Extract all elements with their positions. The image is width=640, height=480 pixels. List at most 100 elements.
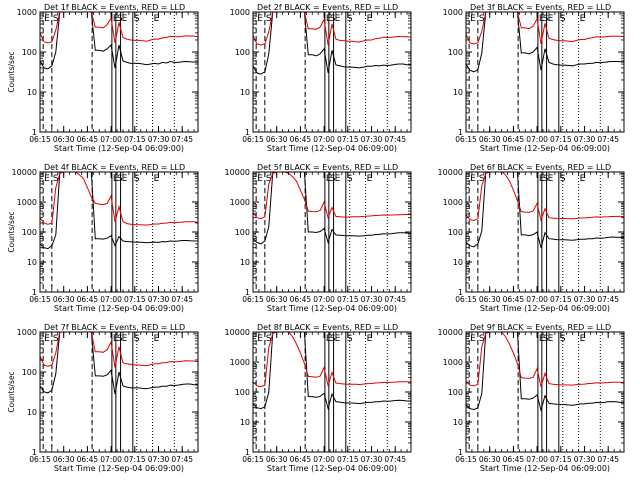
x-tick-label: 07:30	[361, 455, 383, 464]
event-marker-label: S	[53, 334, 59, 344]
event-marker-label: E	[367, 14, 373, 24]
x-tick-label: 07:15	[124, 455, 146, 464]
x-tick-label: 06:45	[290, 135, 312, 144]
event-marker-label: E	[44, 174, 50, 184]
event-marker-label: E	[122, 334, 128, 344]
x-tick-label: 06:30	[266, 135, 288, 144]
event-marker-label: S	[266, 334, 272, 344]
lld-series-line	[40, 172, 198, 226]
x-axis-label: Start Time (12-Sep-04 06:09:00)	[54, 304, 184, 313]
y-tick-label: 1	[32, 128, 37, 137]
lld-series-line	[253, 172, 411, 220]
x-tick-label: 06:30	[266, 455, 288, 464]
event-marker-label: S	[117, 14, 123, 24]
x-tick-label: 06:30	[479, 455, 501, 464]
x-tick-label: 07:15	[337, 295, 359, 304]
x-tick-label: 06:15	[242, 455, 264, 464]
event-marker-label: E	[367, 174, 373, 184]
x-tick-label: 07:15	[337, 135, 359, 144]
y-tick-label: 1	[245, 128, 250, 137]
detector-panel-7: Det 7f BLACK = Events, RED = LLDESESESE1…	[7, 323, 199, 473]
event-marker-label: E	[154, 334, 160, 344]
detector-panel-5: Det 5f BLACK = Events, RED = LLDESESESE1…	[225, 163, 412, 313]
event-marker-label: S	[543, 334, 549, 344]
x-tick-label: 06:15	[455, 135, 477, 144]
detector-panel-8: Det 8f BLACK = Events, RED = LLDESESESE1…	[225, 323, 412, 473]
panel-title: Det 8f BLACK = Events, RED = LLD	[257, 323, 398, 332]
events-series-line	[253, 172, 411, 245]
event-marker-label: E	[548, 14, 554, 24]
lld-series-line	[466, 12, 624, 45]
y-tick-label: 10000	[225, 328, 250, 337]
y-tick-label: 10000	[225, 168, 250, 177]
events-series-line	[253, 332, 411, 411]
events-series-line	[40, 332, 198, 395]
event-marker-label: E	[335, 334, 341, 344]
y-tick-label: 10	[453, 258, 463, 267]
event-marker-label: E	[580, 14, 586, 24]
y-tick-label: 1000	[230, 198, 250, 207]
y-tick-label: 100	[448, 388, 463, 397]
y-tick-label: 1000	[17, 328, 37, 337]
event-marker-label: S	[479, 334, 485, 344]
y-tick-label: 10	[240, 418, 250, 427]
event-marker-label: E	[122, 14, 128, 24]
x-tick-label: 06:15	[455, 295, 477, 304]
event-marker-label: E	[335, 14, 341, 24]
x-tick-label: 06:45	[290, 455, 312, 464]
detector-panel-6: Det 6f BLACK = Events, RED = LLDESESESE1…	[438, 163, 625, 313]
x-tick-label: 07:00	[100, 135, 122, 144]
panel-title: Det 7f BLACK = Events, RED = LLD	[44, 323, 185, 332]
x-tick-label: 06:45	[77, 295, 99, 304]
y-tick-label: 10	[27, 88, 37, 97]
y-tick-label: 10	[240, 88, 250, 97]
event-marker-label: S	[330, 14, 336, 24]
event-marker-label: E	[548, 334, 554, 344]
lld-series-line	[466, 332, 624, 387]
x-tick-label: 07:15	[124, 295, 146, 304]
y-axis-label: Counts/sec	[7, 51, 16, 92]
x-tick-label: 06:30	[266, 295, 288, 304]
x-tick-label: 07:45	[597, 455, 619, 464]
x-axis-label: Start Time (12-Sep-04 06:09:00)	[267, 144, 397, 153]
y-tick-label: 10	[453, 88, 463, 97]
y-tick-label: 100	[22, 48, 37, 57]
x-tick-label: 07:45	[171, 455, 193, 464]
event-marker-label: S	[330, 334, 336, 344]
x-tick-label: 07:00	[100, 295, 122, 304]
plot-frame	[252, 11, 412, 133]
x-axis-label: Start Time (12-Sep-04 06:09:00)	[267, 304, 397, 313]
x-tick-label: 07:45	[597, 295, 619, 304]
event-marker-label: E	[548, 174, 554, 184]
y-tick-label: 100	[235, 48, 250, 57]
y-tick-label: 100	[448, 228, 463, 237]
events-series-line	[466, 12, 624, 73]
x-tick-label: 06:15	[242, 295, 264, 304]
x-tick-label: 07:45	[384, 135, 406, 144]
event-marker-label: E	[580, 174, 586, 184]
detector-panel-2: Det 2f BLACK = Events, RED = LLDESESESE1…	[230, 3, 412, 153]
x-tick-label: 07:45	[171, 135, 193, 144]
x-tick-label: 07:15	[550, 295, 572, 304]
event-marker-label: E	[257, 174, 263, 184]
x-tick-label: 07:15	[124, 135, 146, 144]
x-tick-label: 06:30	[479, 295, 501, 304]
detector-panel-9: Det 9f BLACK = Events, RED = LLDESESESE1…	[438, 323, 625, 473]
y-tick-label: 100	[235, 388, 250, 397]
y-tick-label: 1000	[17, 8, 37, 17]
x-tick-label: 07:45	[597, 135, 619, 144]
events-series-line	[40, 12, 198, 70]
x-tick-label: 06:45	[503, 455, 525, 464]
y-tick-label: 1000	[230, 8, 250, 17]
x-tick-label: 07:15	[550, 135, 572, 144]
y-tick-label: 10	[240, 258, 250, 267]
lld-series-line	[466, 172, 624, 222]
y-tick-label: 1000	[443, 358, 463, 367]
x-tick-label: 06:45	[503, 295, 525, 304]
x-tick-label: 07:30	[361, 135, 383, 144]
y-tick-label: 10	[453, 418, 463, 427]
event-marker-label: S	[266, 14, 272, 24]
x-axis-label: Start Time (12-Sep-04 06:09:00)	[54, 144, 184, 153]
y-tick-label: 1	[458, 288, 463, 297]
y-tick-label: 10000	[438, 328, 463, 337]
